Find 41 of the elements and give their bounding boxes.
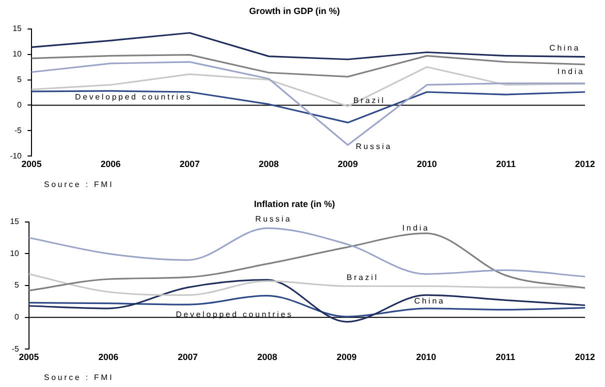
series-label: Brazil: [346, 273, 379, 282]
y-tick-label: 0: [17, 100, 22, 110]
x-tick-label: 2006: [100, 159, 121, 170]
series-label: Developped countries: [176, 310, 294, 320]
y-tick-label: 0: [14, 312, 20, 322]
x-tick-label: 2010: [416, 159, 437, 170]
x-tick-label: 2005: [22, 159, 42, 170]
x-tick-label: 2007: [178, 352, 198, 362]
x-tick-label: 2008: [258, 159, 279, 170]
series-label: Russia: [356, 142, 392, 152]
series-label: India: [557, 66, 585, 76]
y-tick-label: 5: [17, 74, 22, 84]
series-label: Russia: [255, 214, 292, 224]
x-tick-label: 2011: [496, 159, 516, 170]
series-label: India: [402, 223, 430, 232]
y-tick-label: -5: [14, 126, 22, 135]
x-tick-label: 2009: [338, 159, 358, 170]
source-note: Source : FMI: [44, 373, 114, 382]
x-tick-label: 2005: [18, 352, 39, 362]
x-tick-label: 2011: [496, 352, 516, 362]
y-tick-label: -10: [10, 151, 22, 160]
chart-title: Growth in GDP (in %): [249, 6, 340, 16]
x-tick-label: 2009: [336, 352, 357, 362]
series-label: Brazil: [353, 96, 386, 105]
x-tick-label: 2008: [257, 352, 278, 362]
x-tick-label: 2006: [98, 352, 118, 362]
source-note: Source : FMI: [44, 180, 114, 190]
x-tick-label: 2010: [416, 352, 436, 362]
y-tick-label: 5: [14, 280, 20, 290]
y-tick-label: -5: [12, 344, 20, 354]
series-label: China: [414, 296, 446, 306]
x-tick-label: 2012: [574, 159, 596, 170]
x-tick-label: 2012: [574, 352, 596, 362]
y-tick-label: 10: [10, 248, 20, 258]
chart-title: Inflation rate (in %): [254, 198, 336, 209]
y-tick-label: 15: [12, 24, 22, 34]
y-tick-label: 15: [10, 217, 20, 226]
series-label: Developped countries: [75, 92, 192, 102]
y-tick-label: 10: [12, 49, 22, 58]
series-label: China: [549, 43, 580, 52]
x-tick-label: 2007: [180, 159, 200, 170]
